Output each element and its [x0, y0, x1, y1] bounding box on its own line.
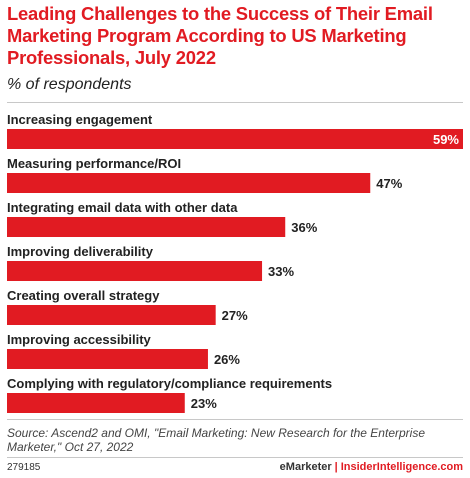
- category-label: Creating overall strategy: [7, 288, 160, 303]
- value-label: 36%: [291, 220, 317, 235]
- value-label: 33%: [268, 264, 294, 279]
- brand-insider-intelligence: InsiderIntelligence.com: [340, 461, 463, 473]
- brand-footer: eMarketer | InsiderIntelligence.com: [280, 461, 463, 473]
- brand-separator: |: [334, 461, 338, 473]
- chart-title: Leading Challenges to the Success of The…: [7, 3, 433, 68]
- category-label: Improving deliverability: [7, 244, 154, 259]
- brand-emarketer: eMarketer: [279, 461, 332, 473]
- bar: [7, 129, 463, 149]
- top-divider: [7, 102, 463, 103]
- bottom-divider: [7, 419, 463, 420]
- source-note: Source: Ascend2 and OMI, "Email Marketin…: [7, 426, 425, 454]
- value-label: 23%: [191, 396, 217, 411]
- footer-divider: [7, 457, 463, 458]
- value-label: 47%: [376, 176, 402, 191]
- bar: [7, 349, 208, 369]
- value-label: 26%: [214, 352, 240, 367]
- bar: [7, 261, 263, 281]
- chart-id: 279185: [7, 462, 41, 473]
- bar: [7, 305, 216, 325]
- category-label: Improving accessibility: [7, 332, 152, 347]
- chart-subtitle: % of respondents: [7, 76, 132, 93]
- category-label: Measuring performance/ROI: [7, 156, 181, 171]
- bar-chart: Increasing engagement 59% Measuring perfor…: [7, 112, 463, 413]
- category-label: Increasing engagement: [7, 112, 153, 127]
- category-label: Complying with regulatory/compliance req…: [7, 376, 332, 391]
- value-label: 59%: [433, 132, 459, 147]
- bar: [7, 393, 185, 413]
- bar: [7, 217, 286, 237]
- bar: [7, 173, 371, 193]
- value-label: 27%: [222, 308, 248, 323]
- category-label: Integrating email data with other data: [7, 200, 238, 215]
